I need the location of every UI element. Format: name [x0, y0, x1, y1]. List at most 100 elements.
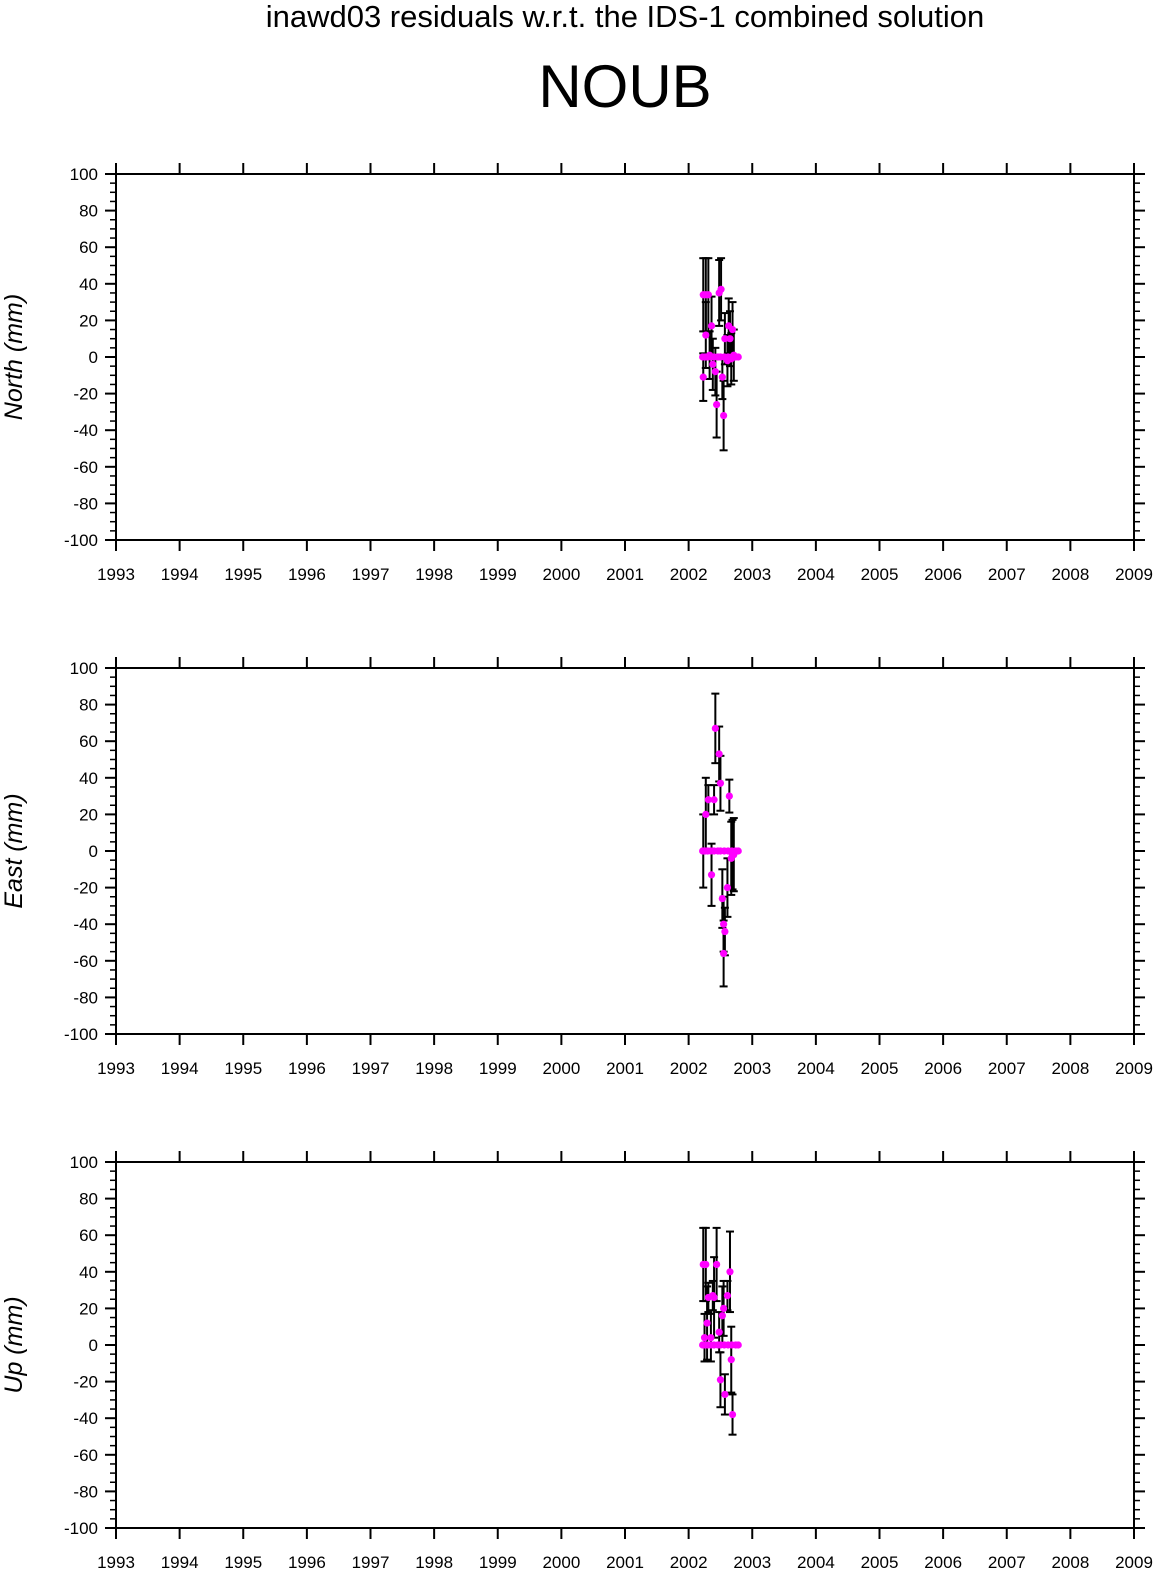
- x-tick-label: 2003: [733, 1553, 771, 1572]
- x-tick-label: 2009: [1115, 1059, 1153, 1078]
- y-tick-label: 60: [79, 238, 98, 257]
- y-tick-label: -100: [64, 1025, 98, 1044]
- plot-frame: [115, 667, 1135, 1035]
- data-point: [707, 1334, 715, 1342]
- x-tick-label: 1996: [288, 1553, 326, 1572]
- data-point: [710, 796, 718, 804]
- y-axis-title: East (mm): [0, 793, 28, 908]
- y-tick-label: 100: [70, 1153, 98, 1172]
- y-tick-label: -40: [73, 1409, 98, 1428]
- y-tick-label: -100: [64, 531, 98, 550]
- x-tick-label: 2005: [861, 1553, 899, 1572]
- data-point: [704, 291, 712, 299]
- x-tick-label: 1994: [161, 565, 199, 584]
- y-tick-label: 20: [79, 805, 98, 824]
- data-point: [728, 325, 737, 334]
- page-title: inawd03 residuals w.r.t. the IDS-1 combi…: [265, 0, 985, 34]
- x-tick-label: 2008: [1051, 1553, 1089, 1572]
- y-tick-label: -100: [64, 1519, 98, 1538]
- data-point: [718, 1312, 726, 1320]
- x-tick-label: 1997: [352, 565, 390, 584]
- data-point: [711, 724, 719, 732]
- x-tick-label: 2002: [670, 565, 708, 584]
- x-tick-label: 1998: [415, 1059, 453, 1078]
- data-point: [700, 1334, 709, 1342]
- y-tick-label: 40: [79, 769, 98, 788]
- y-tick-label: 60: [79, 732, 98, 751]
- y-tick-label: -80: [73, 1482, 98, 1501]
- x-tick-label: 1995: [224, 1059, 262, 1078]
- chart-panel-2: 1993 1994 1995 1996 1997 1998 1999 2000 2001 2002…: [0, 657, 1153, 1078]
- y-tick-label: 80: [79, 696, 98, 715]
- y-axis-title: Up (mm): [0, 1296, 28, 1393]
- data-point: [702, 1260, 710, 1269]
- data-point: [725, 792, 733, 800]
- x-tick-label: 2002: [670, 1059, 708, 1078]
- x-tick-label: 2007: [988, 1553, 1026, 1572]
- y-tick-label: -40: [73, 915, 98, 934]
- data-point: [716, 1376, 725, 1384]
- data-point: [723, 884, 732, 892]
- data-point: [726, 335, 734, 343]
- y-tick-label: 20: [79, 1299, 98, 1318]
- x-tick-label: 1993: [97, 1553, 135, 1572]
- x-tick-label: 2002: [670, 1553, 708, 1572]
- chart-panel-1: 1993 1994 1995 1996 1997 1998 1999 2000 2001 2002…: [0, 163, 1153, 584]
- y-tick-label: 40: [79, 275, 98, 294]
- x-tick-label: 1996: [288, 1059, 326, 1078]
- data-point: [703, 1319, 711, 1327]
- x-tick-label: 1994: [161, 1059, 199, 1078]
- x-tick-label: 2008: [1051, 1059, 1089, 1078]
- y-tick-label: 80: [79, 1190, 98, 1209]
- x-tick-label: 1997: [352, 1553, 390, 1572]
- x-tick-label: 2006: [924, 1553, 962, 1572]
- plot-frame: [115, 1161, 1135, 1529]
- x-tick-label: 2000: [542, 1553, 580, 1572]
- y-tick-label: 0: [89, 348, 98, 367]
- x-tick-label: 2007: [988, 1059, 1026, 1078]
- y-tick-label: -20: [73, 879, 98, 898]
- data-point: [718, 373, 726, 381]
- data-point: [717, 285, 725, 293]
- x-tick-label: 1999: [479, 1059, 517, 1078]
- data-point: [720, 949, 728, 958]
- y-tick-label: -80: [73, 494, 98, 513]
- x-tick-label: 2007: [988, 565, 1026, 584]
- data-point: [702, 331, 710, 339]
- data-point: [707, 322, 716, 330]
- x-tick-label: 2004: [797, 565, 835, 584]
- x-tick-label: 1996: [288, 565, 326, 584]
- data-point: [734, 847, 742, 855]
- data-point: [707, 871, 716, 879]
- data-point: [720, 920, 728, 928]
- y-axis-title: North (mm): [0, 294, 28, 420]
- x-tick-label: 2008: [1051, 565, 1089, 584]
- y-tick-label: -60: [73, 458, 98, 477]
- y-tick-label: -20: [73, 1373, 98, 1392]
- data-point: [721, 1390, 729, 1399]
- y-tick-label: -60: [73, 1446, 98, 1465]
- y-tick-label: 60: [79, 1226, 98, 1245]
- data-point: [734, 353, 742, 361]
- data-point: [721, 335, 729, 343]
- x-tick-label: 2001: [606, 565, 644, 584]
- y-tick-label: 0: [89, 842, 98, 861]
- x-tick-label: 2004: [797, 1059, 835, 1078]
- x-tick-label: 2003: [733, 1059, 771, 1078]
- x-tick-label: 1994: [161, 1553, 199, 1572]
- data-point: [713, 1260, 721, 1269]
- y-tick-label: -60: [73, 952, 98, 971]
- y-tick-label: 40: [79, 1263, 98, 1282]
- x-tick-label: 1995: [224, 565, 262, 584]
- x-tick-label: 2006: [924, 1059, 962, 1078]
- x-tick-label: 2001: [606, 1553, 644, 1572]
- x-tick-label: 2006: [924, 565, 962, 584]
- x-tick-label: 1999: [479, 1553, 517, 1572]
- data-point: [720, 1304, 728, 1312]
- x-tick-label: 2005: [861, 1059, 899, 1078]
- data-point: [726, 1268, 734, 1276]
- x-tick-label: 2005: [861, 565, 899, 584]
- data-point: [702, 810, 710, 819]
- y-tick-label: 100: [70, 165, 98, 184]
- data-point: [710, 1293, 718, 1302]
